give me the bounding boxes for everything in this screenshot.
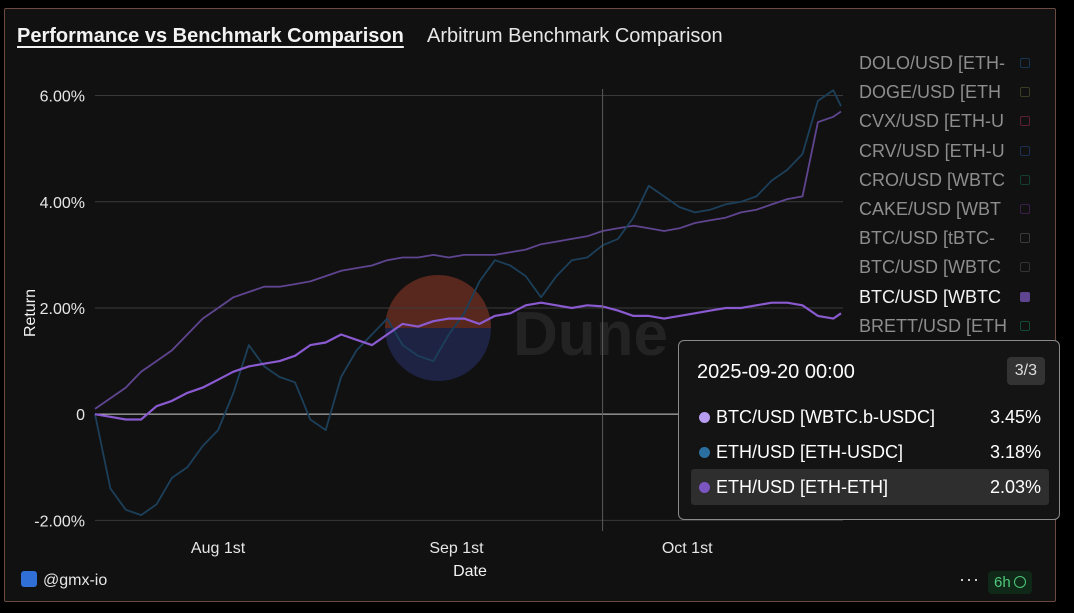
legend-swatch	[1020, 116, 1030, 127]
legend-swatch	[1020, 233, 1030, 244]
dune-watermark: Dune	[513, 300, 668, 369]
y-tick-label: 6.00%	[40, 89, 85, 106]
legend-swatch	[1020, 291, 1030, 302]
x-tick-label: Oct 1st	[662, 540, 713, 557]
legend-label: DOLO/USD [ETH-	[859, 53, 1006, 73]
legend-item[interactable]: BRETT/USD [ETH	[859, 312, 1034, 339]
x-axis-title: Date	[453, 563, 487, 580]
tooltip-series-label: ETH/USD [ETH-ETH]	[716, 477, 889, 497]
legend-item[interactable]: DOLO/USD [ETH-	[859, 49, 1034, 78]
series-line-2[interactable]	[94, 301, 842, 421]
x-tick-label: Sep 1st	[429, 540, 484, 557]
tooltip-series-value: 3.45%	[989, 407, 1041, 427]
tooltip-row: ETH/USD [ETH-ETH] 2.03%	[691, 469, 1049, 505]
legend-label: DOGE/USD [ETH	[859, 82, 1002, 103]
series-dot-icon	[699, 446, 710, 458]
legend-item[interactable]: BTC/USD [tBTC-	[859, 224, 1034, 253]
legend-item[interactable]: CRV/USD [ETH-U	[859, 137, 1034, 166]
tooltip-series-value: 2.03%	[989, 477, 1041, 497]
legend-swatch	[1020, 58, 1030, 68]
series-dot-icon	[699, 411, 710, 423]
tooltip-series-value: 3.18%	[989, 442, 1041, 462]
tooltip-row: BTC/USD [WBTC.b-USDC] 3.45%	[691, 399, 1049, 435]
tooltip-page[interactable]: 3/3	[1006, 357, 1045, 385]
legend-label: CRV/USD [ETH-U	[859, 140, 1005, 161]
x-tick-label: Aug 1st	[191, 540, 246, 557]
legend-item[interactable]: DOGE/USD [ETH	[859, 78, 1034, 107]
legend-item[interactable]: CVX/USD [ETH-U	[859, 107, 1034, 136]
legend-swatch	[1020, 87, 1030, 98]
tooltip-row: ETH/USD [ETH-USDC] 3.18%	[691, 434, 1049, 470]
more-options-button[interactable]: ···	[959, 569, 980, 589]
series-dot-icon	[699, 481, 710, 493]
y-tick-label: 2.00%	[40, 301, 85, 318]
y-axis-title: Return	[22, 289, 39, 337]
tooltip-series-label: BTC/USD [WBTC.b-USDC]	[716, 407, 936, 427]
chart-subtitle: Arbitrum Benchmark Comparison	[427, 25, 723, 47]
legend-label: CAKE/USD [WBT	[859, 198, 1002, 219]
legend-label: BTC/USD [tBTC-	[859, 228, 996, 249]
chart-card: Performance vs Benchmark Comparison Arbi…	[4, 8, 1056, 602]
legend-swatch	[1020, 262, 1030, 273]
series-line-0[interactable]	[94, 110, 842, 410]
author[interactable]: @gmx-io	[21, 570, 108, 590]
legend-swatch	[1020, 145, 1030, 156]
legend-item[interactable]: CAKE/USD [WBT	[859, 195, 1034, 224]
y-tick-label: 0	[76, 407, 85, 424]
check-icon	[1013, 576, 1026, 589]
legend: DOLO/USD [ETH- DOGE/USD [ETH CVX/USD [ETH-…	[859, 49, 1034, 339]
legend-swatch	[1020, 320, 1030, 331]
user-avatar-icon	[21, 570, 37, 587]
legend-label: BRETT/USD [ETH	[859, 315, 1008, 336]
legend-label: BTC/USD [WBTC	[859, 286, 1001, 307]
refresh-age: 6h	[994, 574, 1011, 591]
legend-label: CRO/USD [WBTC	[859, 169, 1005, 190]
legend-item[interactable]: CRO/USD [WBTC	[859, 166, 1034, 195]
legend-label: CVX/USD [ETH-U	[859, 111, 1005, 132]
chart-title-link[interactable]: Performance vs Benchmark Comparison	[17, 25, 404, 47]
refresh-badge[interactable]: 6h	[988, 571, 1032, 594]
legend-item[interactable]: BTC/USD [WBTC	[859, 283, 1034, 312]
author-name[interactable]: @gmx-io	[43, 572, 108, 589]
legend-item[interactable]: BTC/USD [WBTC	[859, 253, 1034, 282]
legend-label: BTC/USD [WBTC	[859, 257, 1001, 278]
tooltip-series-label: ETH/USD [ETH-USDC]	[716, 442, 904, 462]
series-line-1[interactable]	[94, 89, 842, 517]
legend-swatch	[1020, 174, 1030, 185]
y-tick-label: -2.00%	[34, 513, 85, 530]
tooltip-date: 2025-09-20 00:00	[697, 361, 855, 383]
legend-swatch	[1020, 203, 1030, 214]
tooltip: 2025-09-20 00:00 3/3 BTC/USD [WBTC.b-USD…	[678, 340, 1060, 520]
y-tick-label: 4.00%	[40, 195, 85, 212]
